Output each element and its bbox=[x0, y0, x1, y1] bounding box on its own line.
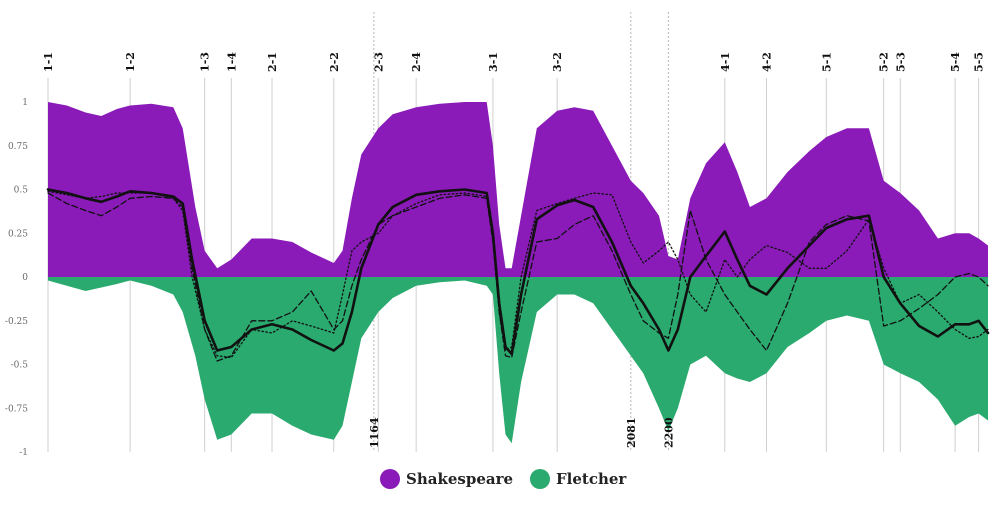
area-fletcher bbox=[48, 277, 988, 444]
series-line-dotted bbox=[47, 190, 989, 359]
areas bbox=[48, 102, 988, 444]
y-tick-label: 0.25 bbox=[8, 229, 28, 239]
scene-label: 1-2 bbox=[124, 52, 137, 72]
y-tick-label: -0.5 bbox=[11, 361, 29, 371]
legend-swatch bbox=[530, 469, 550, 489]
scene-label: 3-2 bbox=[551, 52, 564, 72]
scene-label: 2-4 bbox=[410, 52, 423, 72]
y-tick-label: -0.25 bbox=[5, 317, 28, 327]
line-marker-label: 1164 bbox=[368, 417, 381, 448]
y-axis: 1 0.75 0.5 0.25 0 -0.25 -0.5 -0.75 -1 bbox=[5, 98, 28, 458]
scene-label: 1-4 bbox=[225, 52, 238, 72]
scene-labels: 1-1 1-2 1-3 1-4 2-1 2-2 2-3 2-4 3-1 3-2 4-1 4-2 5-1 5… bbox=[42, 52, 986, 72]
scene-label: 4-1 bbox=[719, 52, 732, 72]
scene-label: 2-3 bbox=[372, 52, 385, 72]
scene-label: 1-3 bbox=[199, 52, 212, 72]
scene-label: 5-2 bbox=[878, 52, 891, 72]
y-tick-label: 0.5 bbox=[14, 186, 29, 196]
y-tick-label: 0.75 bbox=[8, 142, 28, 152]
line-marker-label: 2200 bbox=[662, 417, 675, 448]
scene-label: 2-2 bbox=[328, 52, 341, 72]
series-lines bbox=[46, 188, 990, 362]
line-markers: 1164 2081 2200 bbox=[368, 417, 676, 448]
line-marker-label: 2081 bbox=[625, 417, 638, 448]
scene-label: 4-2 bbox=[760, 52, 773, 72]
scene-label: 5-4 bbox=[949, 52, 962, 72]
area-shakespeare bbox=[48, 102, 988, 277]
y-tick-label: 1 bbox=[22, 98, 28, 108]
scene-label: 2-1 bbox=[266, 52, 279, 72]
scene-label: 5-5 bbox=[973, 52, 986, 72]
y-tick-label: -1 bbox=[19, 448, 28, 458]
legend-label: Shakespeare bbox=[406, 470, 513, 488]
scene-label: 3-1 bbox=[487, 52, 500, 72]
y-tick-label: -0.75 bbox=[5, 404, 28, 414]
legend-swatch bbox=[380, 469, 400, 489]
legend-label: Fletcher bbox=[556, 470, 627, 488]
y-tick-label: 0 bbox=[22, 273, 28, 283]
legend: Shakespeare Fletcher bbox=[380, 469, 627, 489]
scene-label: 5-1 bbox=[820, 52, 833, 72]
scene-label: 1-1 bbox=[42, 52, 55, 72]
series-line-solid bbox=[46, 188, 990, 356]
scene-label: 5-3 bbox=[894, 52, 907, 72]
